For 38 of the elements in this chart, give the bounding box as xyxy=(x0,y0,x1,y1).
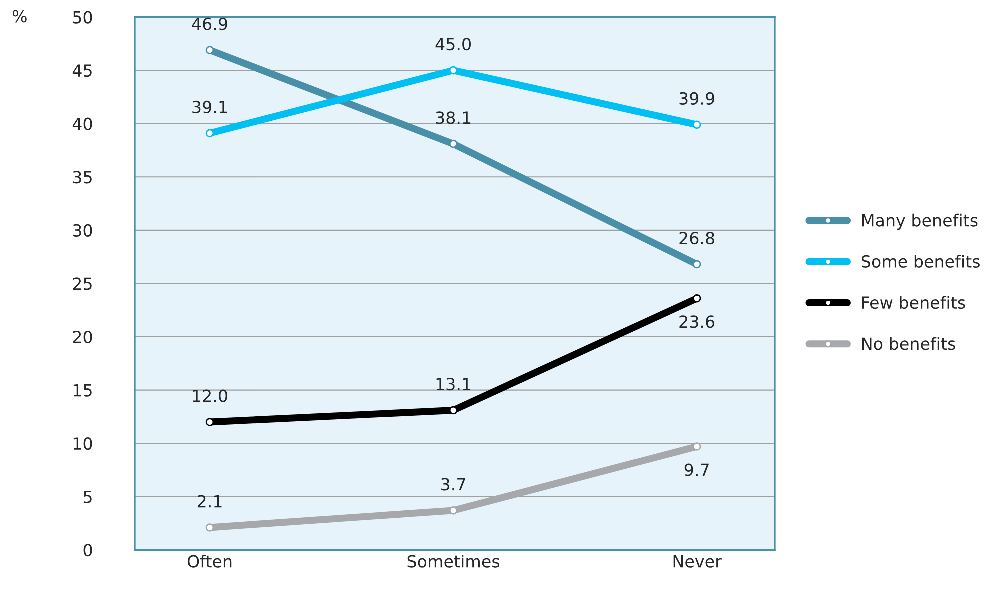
data-label: 26.8 xyxy=(680,232,714,245)
data-label: 38.1 xyxy=(436,112,471,124)
y-tick-label: 30 xyxy=(73,224,92,237)
data-label: 46.9 xyxy=(192,18,228,30)
legend-label: No benefits xyxy=(862,337,956,350)
point xyxy=(206,46,214,54)
y-tick-label: 45 xyxy=(72,64,92,78)
y-tick-label: 0 xyxy=(84,544,92,557)
data-label: 39.9 xyxy=(680,92,714,106)
y-tick-label: 10 xyxy=(74,438,92,450)
y-tick-label: 25 xyxy=(73,278,92,290)
data-label: 45.0 xyxy=(436,38,471,51)
data-label: 2.1 xyxy=(198,495,222,508)
y-tick-label: 35 xyxy=(73,171,92,184)
point xyxy=(692,260,702,269)
data-label: 12.0 xyxy=(193,390,228,402)
x-tick-label: Never xyxy=(674,555,722,568)
x-tick-label: Sometimes xyxy=(408,554,500,568)
y-tick-label: 40 xyxy=(72,118,92,130)
point xyxy=(692,120,702,130)
point xyxy=(692,294,702,303)
legend-label: Many benefits xyxy=(862,214,978,230)
x-tick-label: Often xyxy=(188,554,232,568)
y-tick-label: 20 xyxy=(73,330,92,344)
data-label: 23.6 xyxy=(680,316,715,328)
point xyxy=(206,129,214,138)
data-label: 3.7 xyxy=(442,478,466,491)
point xyxy=(449,140,458,148)
y-axis-title: % xyxy=(12,10,27,23)
point xyxy=(449,66,458,75)
y-tick-label: 5 xyxy=(84,491,92,504)
legend-label: Few benefits xyxy=(862,296,966,310)
y-tick-label: 15 xyxy=(74,384,92,397)
y-tick-label: 50 xyxy=(73,11,92,24)
data-label: 9.7 xyxy=(684,464,709,476)
data-label: 13.1 xyxy=(436,378,471,391)
legend-label: Some benefits xyxy=(862,255,980,268)
data-label: 39.1 xyxy=(192,100,228,114)
